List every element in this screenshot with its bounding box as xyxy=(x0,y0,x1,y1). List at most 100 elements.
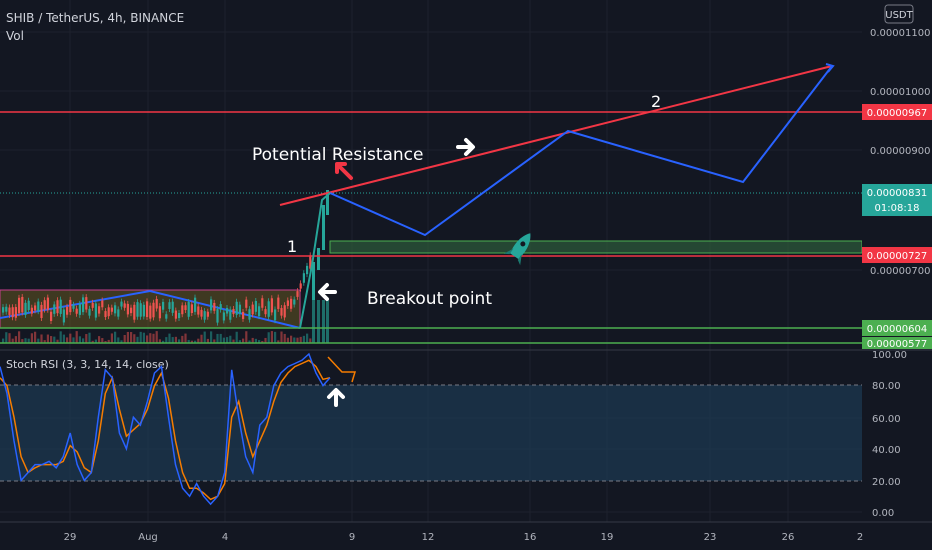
candle-body xyxy=(290,298,293,309)
volume-bar xyxy=(286,337,289,343)
candle-body xyxy=(168,302,171,309)
currency-button[interactable] xyxy=(884,4,914,24)
candle-body xyxy=(72,304,75,309)
candle-body xyxy=(299,283,302,289)
volume-bar xyxy=(248,340,251,343)
candle-body xyxy=(238,304,241,314)
volume-bar xyxy=(27,338,30,343)
volume-bar xyxy=(11,338,14,343)
volume-bar xyxy=(203,331,206,343)
volume-bar xyxy=(235,331,238,343)
volume-bar xyxy=(158,339,161,343)
candle-body xyxy=(5,306,8,312)
candle-body xyxy=(62,309,65,323)
volume-bar xyxy=(34,331,37,343)
candle-body xyxy=(317,248,320,270)
candle-body xyxy=(53,304,56,314)
volume-bar xyxy=(85,334,88,343)
volume-bar xyxy=(174,336,177,343)
candle-body xyxy=(274,309,277,321)
volume-bar xyxy=(283,333,286,343)
candle-body xyxy=(181,305,184,315)
candle-body xyxy=(296,291,299,297)
target-zone xyxy=(329,240,863,254)
rsi-tick-label: 40.00 xyxy=(872,445,901,456)
volume-bar xyxy=(2,338,5,343)
time-axis[interactable]: 29 Aug 4 9 12 16 19 23 26 2 xyxy=(64,532,864,543)
time-tick-label: 2 xyxy=(857,532,863,543)
price-axis[interactable] xyxy=(862,0,932,350)
volume-bar xyxy=(226,337,229,343)
volume-bar xyxy=(213,339,216,343)
candle-body xyxy=(302,273,305,283)
candles xyxy=(2,190,329,326)
time-tick-label: 16 xyxy=(524,532,537,543)
candle-body xyxy=(200,309,203,317)
candle-body xyxy=(264,309,267,315)
price-tick-label: 0.00000700 xyxy=(870,266,930,277)
volume-bar xyxy=(149,333,152,343)
volume-bar xyxy=(264,337,267,343)
candle-body xyxy=(254,300,257,312)
candle-body xyxy=(270,298,273,313)
candle-body xyxy=(155,298,158,309)
candle-body xyxy=(27,300,30,311)
volume-bar xyxy=(133,334,136,343)
badge-current-price-text: 0.00000831 xyxy=(867,188,927,199)
candle-body xyxy=(187,301,190,317)
candle-body xyxy=(78,303,81,315)
breakout-label: Breakout point xyxy=(367,289,492,309)
volume-bar xyxy=(261,340,264,343)
candle-body xyxy=(21,296,24,313)
candle-body xyxy=(248,309,251,320)
volume-bar xyxy=(322,300,325,343)
volume-bar xyxy=(152,333,155,343)
candle-body xyxy=(152,302,155,318)
candle-body xyxy=(312,262,315,300)
badge-support-text: 0.00000604 xyxy=(867,324,927,335)
candle-body xyxy=(88,308,91,316)
candle-body xyxy=(283,305,286,318)
volume-bar xyxy=(123,334,126,343)
volume-bar xyxy=(210,331,213,343)
volume-bar xyxy=(59,331,62,343)
candle-body xyxy=(46,297,49,310)
candle-body xyxy=(34,305,37,311)
volume-bar xyxy=(75,331,78,343)
rsi-tick-label: 100.00 xyxy=(872,350,907,361)
volume-bar xyxy=(222,337,225,343)
badge-lower-resistance xyxy=(862,247,932,263)
volume-bar xyxy=(206,338,209,343)
candle-body xyxy=(14,307,17,318)
volume-bars xyxy=(2,300,329,343)
candle-body xyxy=(206,311,209,317)
right-arrow-icon xyxy=(456,138,475,156)
candle-body xyxy=(37,301,40,312)
volume-bar xyxy=(53,336,56,343)
price-tick-label: 0.00001100 xyxy=(870,28,930,39)
candle-body xyxy=(203,311,206,320)
volume-bar xyxy=(219,333,222,343)
rsi-ticks: 100.00 80.00 60.00 40.00 20.00 0.00 xyxy=(872,350,907,519)
candle-body xyxy=(43,300,46,310)
volume-bar xyxy=(37,338,40,343)
price-ticks: 0.00001100 0.00001000 0.00000900 0.00000700 xyxy=(870,28,930,277)
volume-bar xyxy=(69,333,72,343)
volume-bar xyxy=(277,340,280,343)
candle-body xyxy=(226,308,229,314)
volume-bar xyxy=(229,335,232,343)
candle-body xyxy=(110,307,113,312)
candle-body xyxy=(130,307,133,314)
candle-body xyxy=(75,308,78,314)
badge-upper-resistance-text: 0.00000967 xyxy=(867,108,927,119)
volume-bar xyxy=(8,333,11,343)
candle-body xyxy=(139,303,142,317)
up-left-arrow-icon xyxy=(335,162,353,180)
volume-bar xyxy=(62,334,65,343)
volume-bar xyxy=(24,338,27,343)
candle-body xyxy=(117,309,120,317)
candle-body xyxy=(251,304,254,315)
volume-bar xyxy=(168,333,171,343)
price-tick-label: 0.00001000 xyxy=(870,87,930,98)
